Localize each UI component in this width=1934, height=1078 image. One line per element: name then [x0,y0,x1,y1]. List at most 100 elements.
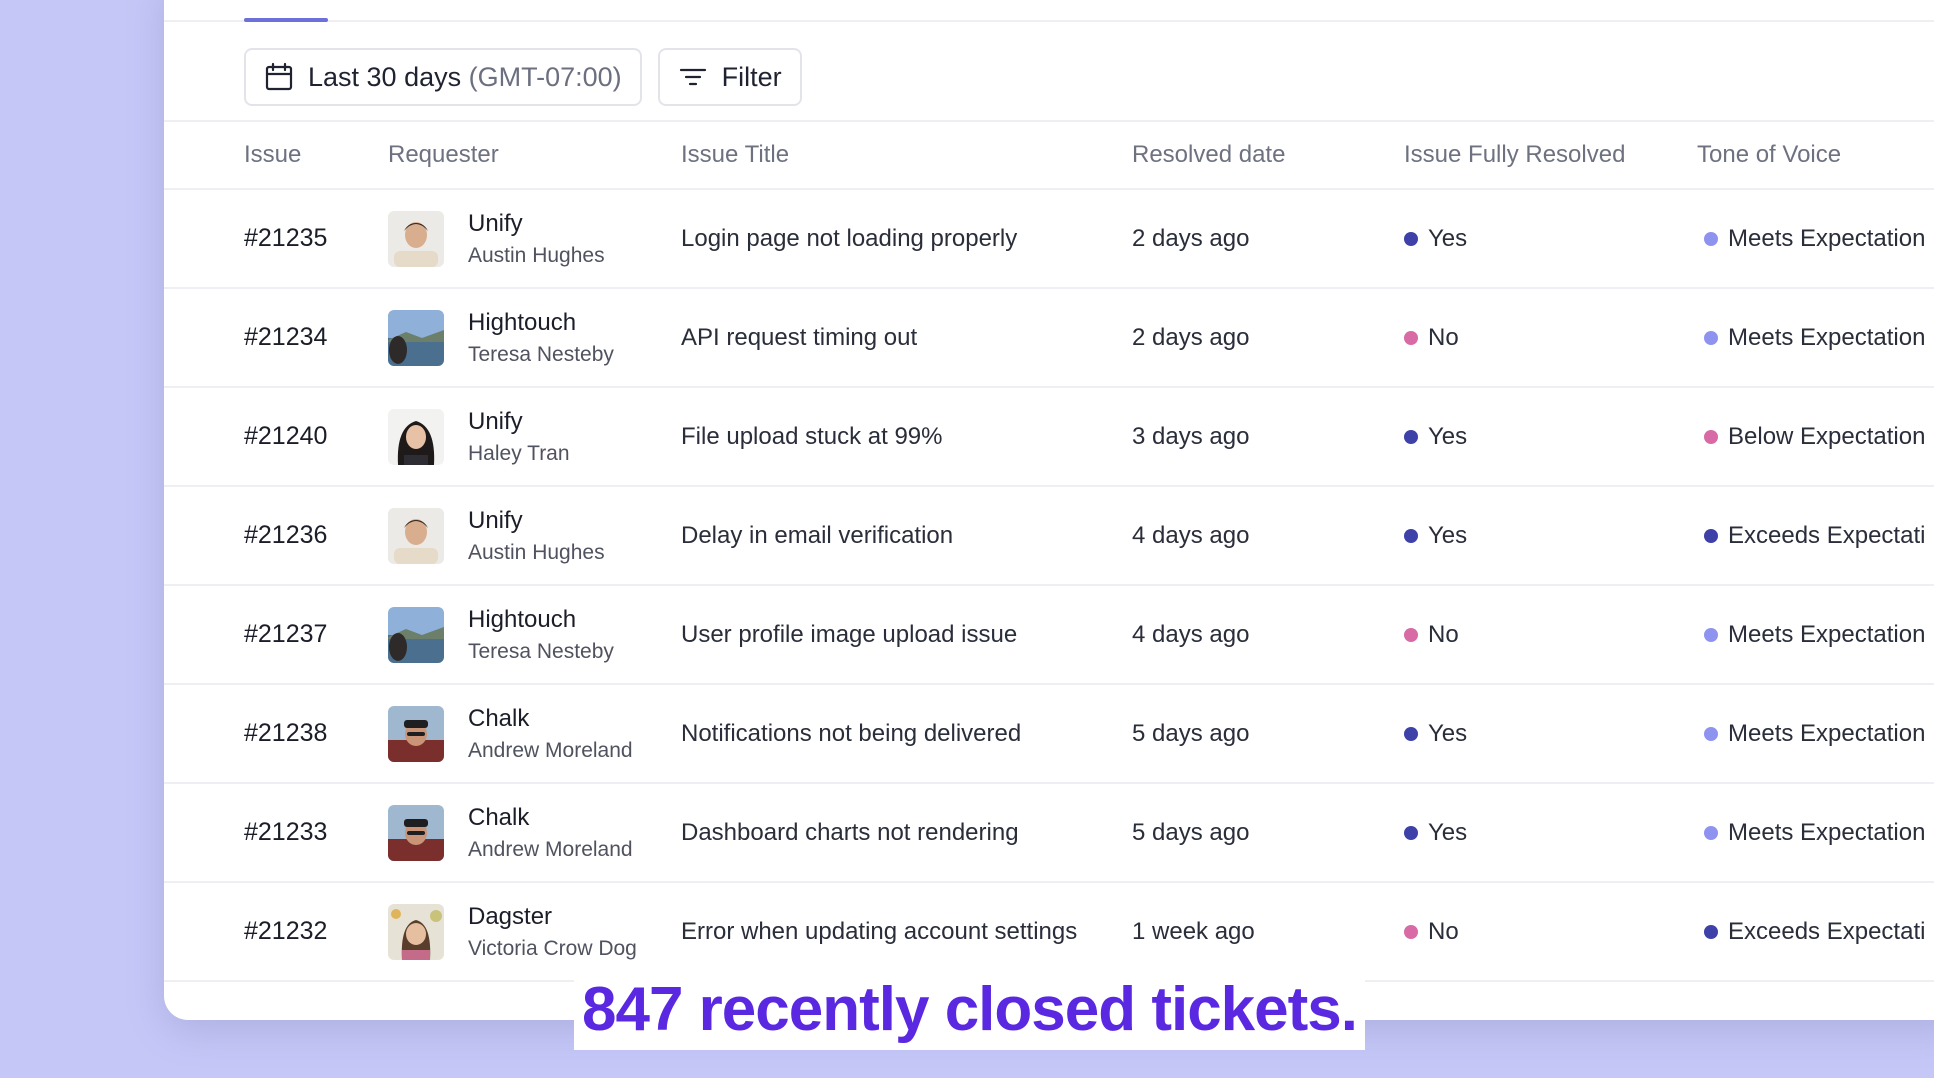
tone-of-voice: Meets Expectation [1704,289,1925,386]
caption-overlay: 847 recently closed tickets. [574,970,1366,1050]
requester-name: Austin Hughes [468,243,605,267]
requester-cell: Unify Austin Hughes [388,190,605,287]
fully-resolved-label: No [1428,620,1459,648]
tone-of-voice: Meets Expectation [1704,190,1925,287]
issue-id[interactable]: #21235 [244,224,328,252]
requester-org: Unify [468,506,523,534]
table-header: Issue Requester Issue Title Resolved dat… [164,120,1934,190]
date-range-button[interactable]: Last 30 days (GMT-07:00) [244,48,642,106]
tone-dot-icon [1704,726,1718,741]
requester-cell: Hightouch Teresa Nesteby [388,586,614,683]
fully-resolved-status: No [1404,586,1459,683]
issue-id[interactable]: #21240 [244,422,328,450]
tone-label: Exceeds Expectati [1728,917,1926,945]
tone-of-voice: Exceeds Expectati [1704,487,1925,584]
column-header-resolved-date[interactable]: Resolved date [1132,141,1286,168]
table-row[interactable]: #21232 Dagster Victoria Crow Dog Error w… [164,883,1934,982]
avatar [388,310,444,366]
column-header-fully-resolved[interactable]: Issue Fully Resolved [1404,141,1626,168]
table-row[interactable]: #21235 Unify Austin Hughes Login page no… [164,190,1934,289]
filter-button[interactable]: Filter [657,48,802,106]
requester-org: Hightouch [468,308,577,336]
calendar-icon [264,62,294,92]
requester-cell: Hightouch Teresa Nesteby [388,289,614,386]
resolved-date: 5 days ago [1132,719,1250,747]
resolved-date: 3 days ago [1132,422,1250,450]
column-header-tone[interactable]: Tone of Voice [1697,141,1842,168]
issue-id[interactable]: #21237 [244,620,328,648]
requester-cell: Chalk Andrew Moreland [388,685,633,782]
resolved-date: 4 days ago [1132,521,1250,549]
requester-name: Andrew Moreland [468,837,633,861]
fully-resolved-status: No [1404,883,1459,980]
status-dot-icon [1404,825,1418,840]
requester-org: Hightouch [468,605,577,633]
avatar [388,508,444,564]
issue-title: User profile image upload issue [681,620,1018,648]
requester-cell: Chalk Andrew Moreland [388,784,633,881]
requester-org: Dagster [468,902,553,930]
avatar [388,706,444,762]
tone-label: Meets Expectation [1728,224,1926,252]
issue-id[interactable]: #21232 [244,917,328,945]
requester-org: Unify [468,407,523,435]
requester-name: Andrew Moreland [468,738,633,762]
resolved-date: 2 days ago [1132,323,1250,351]
filter-label: Filter [721,61,782,92]
issue-title: File upload stuck at 99% [681,422,943,450]
table-row[interactable]: #21238 Chalk Andrew Moreland Notificatio… [164,685,1934,784]
fully-resolved-status: Yes [1404,388,1467,485]
timezone-label: (GMT-07:00) [468,61,622,92]
status-dot-icon [1404,726,1418,741]
fully-resolved-status: No [1404,289,1459,386]
resolved-date: 4 days ago [1132,620,1250,648]
tone-label: Meets Expectation [1728,719,1926,747]
resolved-date: 5 days ago [1132,818,1250,846]
tone-dot-icon [1704,627,1718,642]
issue-title: Login page not loading properly [681,224,1018,252]
table-row[interactable]: #21234 Hightouch Teresa Nesteby API requ… [164,289,1934,388]
avatar [388,607,444,663]
resolved-date: 2 days ago [1132,224,1250,252]
tickets-panel: Last 30 days (GMT-07:00) Filter Issue Re… [164,0,1934,1020]
tone-of-voice: Meets Expectation [1704,586,1925,683]
issue-title: API request timing out [681,323,918,351]
tab-bar [164,0,1934,22]
resolved-date: 1 week ago [1132,917,1255,945]
tickets-table: Issue Requester Issue Title Resolved dat… [164,120,1934,982]
requester-name: Teresa Nesteby [468,639,614,663]
tone-label: Meets Expectation [1728,818,1926,846]
table-row[interactable]: #21237 Hightouch Teresa Nesteby User pro… [164,586,1934,685]
table-row[interactable]: #21240 Unify Haley Tran File upload stuc… [164,388,1934,487]
requester-cell: Dagster Victoria Crow Dog [388,883,637,980]
column-header-issue-title[interactable]: Issue Title [681,141,790,168]
column-header-requester[interactable]: Requester [388,141,499,168]
issue-id[interactable]: #21233 [244,818,328,846]
fully-resolved-label: No [1428,917,1459,945]
requester-org: Unify [468,209,523,237]
table-row[interactable]: #21236 Unify Austin Hughes Delay in emai… [164,487,1934,586]
column-header-issue[interactable]: Issue [244,141,302,168]
issue-id[interactable]: #21234 [244,323,328,351]
tone-of-voice: Meets Expectation [1704,685,1925,782]
requester-name: Teresa Nesteby [468,342,614,366]
date-range-label: Last 30 days [308,61,462,92]
fully-resolved-label: Yes [1428,719,1468,747]
avatar [388,805,444,861]
fully-resolved-status: Yes [1404,190,1467,287]
fully-resolved-status: Yes [1404,784,1467,881]
tone-of-voice: Below Expectation [1704,388,1925,485]
status-dot-icon [1404,231,1418,246]
table-row[interactable]: #21233 Chalk Andrew Moreland Dashboard c… [164,784,1934,883]
tone-label: Meets Expectation [1728,323,1926,351]
status-dot-icon [1404,330,1418,345]
tone-dot-icon [1704,924,1718,939]
tone-dot-icon [1704,330,1718,345]
fully-resolved-label: Yes [1428,818,1468,846]
requester-cell: Unify Austin Hughes [388,487,605,584]
issue-id[interactable]: #21236 [244,521,328,549]
fully-resolved-label: Yes [1428,521,1468,549]
status-dot-icon [1404,924,1418,939]
issue-id[interactable]: #21238 [244,719,328,747]
fully-resolved-label: Yes [1428,422,1468,450]
